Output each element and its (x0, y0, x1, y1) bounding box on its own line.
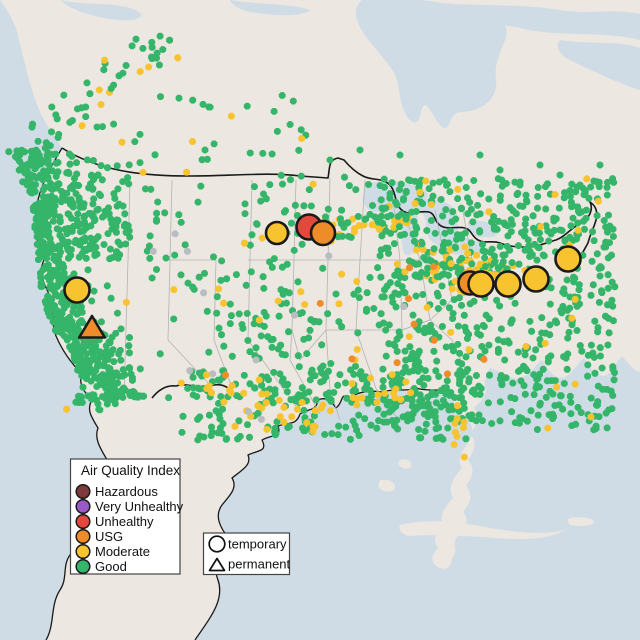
svg-text:Good: Good (95, 559, 127, 574)
svg-text:Moderate: Moderate (95, 544, 150, 559)
svg-text:temporary: temporary (228, 537, 287, 552)
svg-text:USG: USG (95, 529, 123, 544)
svg-text:permanent: permanent (228, 557, 291, 572)
svg-text:Air Quality Index: Air Quality Index (81, 463, 180, 478)
svg-text:Unhealthy: Unhealthy (95, 514, 154, 529)
svg-text:Very Unhealthy: Very Unhealthy (95, 499, 184, 514)
svg-text:Hazardous: Hazardous (95, 484, 158, 499)
